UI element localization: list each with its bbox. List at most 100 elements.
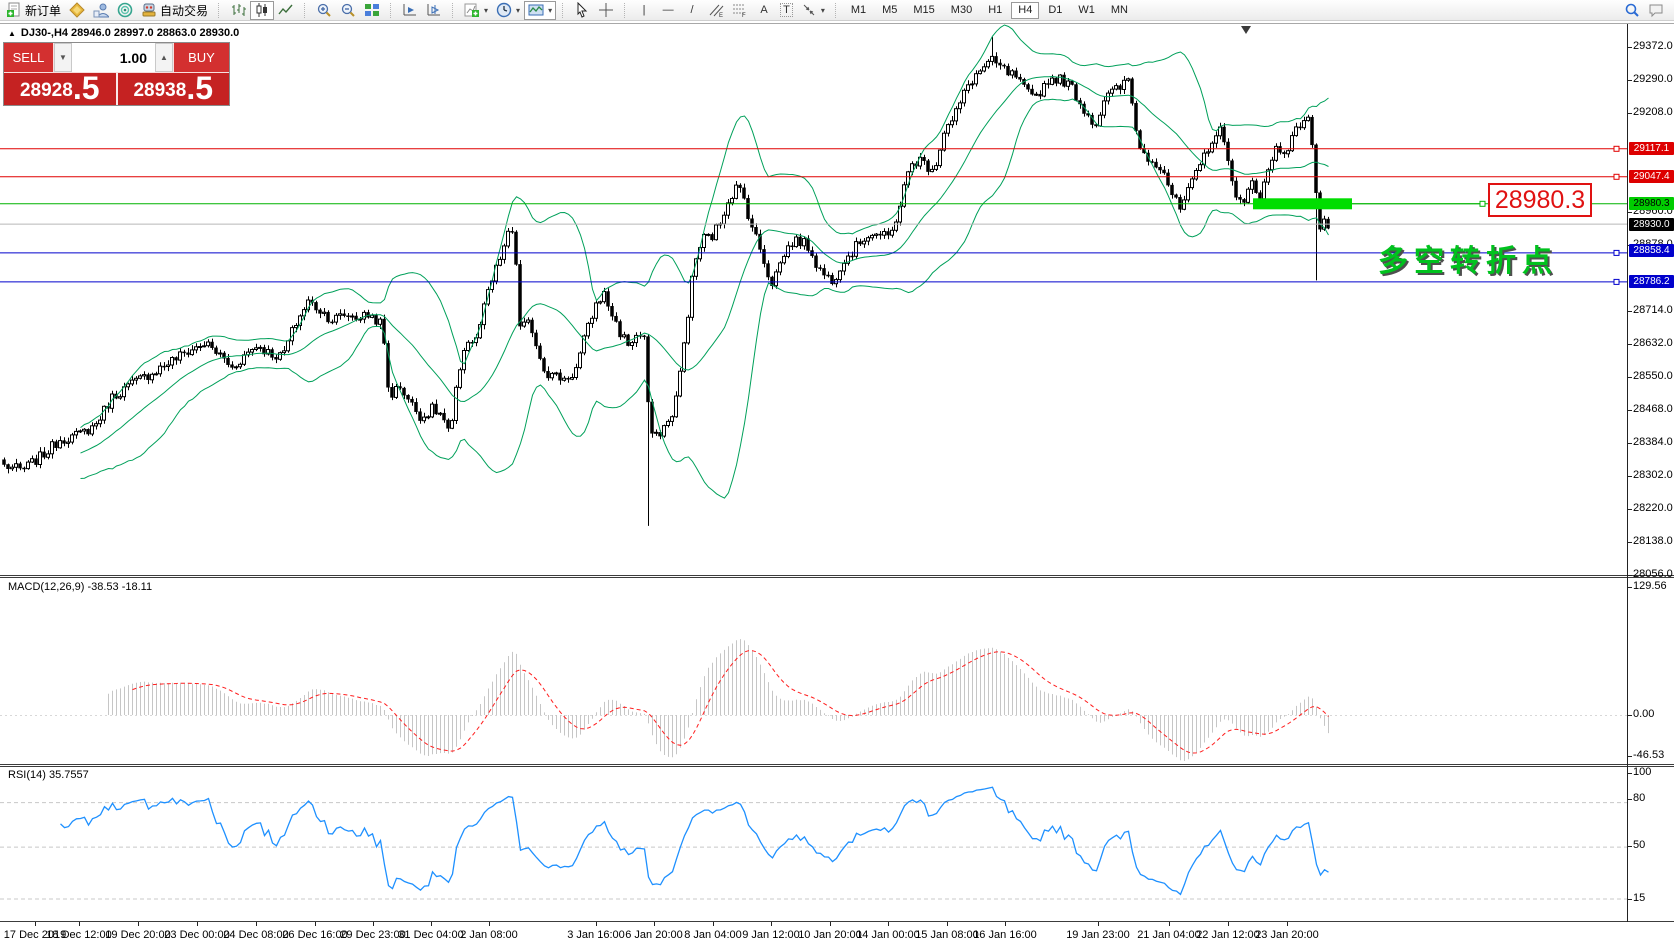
auto-trading-button[interactable]: 自动交易 [137, 1, 212, 20]
sell-price[interactable]: 28928 .5 [4, 69, 116, 106]
chart-symbol-title[interactable]: ▲ DJ30-,H4 28946.0 28997.0 28863.0 28930… [8, 27, 239, 39]
svg-text:F: F [742, 13, 746, 18]
text-button[interactable]: A [752, 1, 776, 20]
buy-price[interactable]: 28938 .5 [115, 69, 230, 106]
line-chart-button[interactable] [274, 1, 298, 20]
arrows-button[interactable]: ▾ [797, 1, 829, 20]
rsi-label: RSI(14) 35.7557 [8, 769, 89, 781]
time-axis-label: 19 Dec 20:00 [105, 929, 171, 941]
add-indicator-icon [464, 2, 480, 18]
timeframe-h4[interactable]: H4 [1011, 1, 1040, 19]
candlestick-chart-button[interactable] [250, 0, 275, 20]
sell-price-dec: .5 [72, 69, 100, 106]
zoom-out-button[interactable] [336, 1, 360, 20]
zoom-out-icon [340, 2, 356, 18]
dropdown-icon: ▾ [548, 5, 553, 15]
trendline-button[interactable]: / [680, 1, 704, 20]
sell-button[interactable]: SELL [4, 43, 54, 72]
objects-group: | — / E F A T ▾ [632, 0, 829, 20]
toolbar-separator [834, 2, 840, 18]
horizontal-line-icon: — [662, 4, 674, 16]
volume-input[interactable]: 1.00 [119, 49, 147, 66]
toolbar-separator [562, 2, 567, 18]
price-axis-tick-label: 28632.0 [1633, 337, 1673, 349]
time-axis-label: 23 Jan 20:00 [1255, 929, 1319, 941]
search-button[interactable] [1620, 1, 1644, 20]
signal-button[interactable] [113, 1, 137, 20]
rsi-axis-tick-label: 100 [1633, 766, 1652, 778]
crosshair-icon [598, 2, 614, 18]
volume-stepper: ▼ 1.00 ▲ [54, 43, 173, 72]
periods-button[interactable]: ▾ [492, 1, 524, 20]
toolbar-separator [452, 2, 457, 18]
cursor-group [570, 0, 618, 20]
tile-windows-button[interactable] [360, 1, 384, 20]
time-axis-label: 10 Jan 20:00 [798, 929, 862, 941]
timeframe-m5[interactable]: M5 [875, 2, 904, 19]
add-indicator-button[interactable]: ▾ [460, 1, 492, 20]
templates-button[interactable]: ▾ [524, 0, 557, 20]
main-toolbar: 新订单 自动交易 [0, 0, 1674, 21]
dropdown-icon: ▾ [820, 5, 825, 15]
timeframe-w1[interactable]: W1 [1071, 2, 1102, 19]
toolbar-separator [624, 2, 629, 18]
price-axis-tick-label: 28056.0 [1633, 568, 1673, 580]
zoom-in-icon [316, 2, 332, 18]
candles-layer [2, 36, 1330, 526]
profile-button[interactable] [89, 1, 113, 20]
auto-trading-label: 自动交易 [160, 3, 209, 18]
time-axis-label: 29 Dec 23:00 [340, 929, 406, 941]
price-callout-box[interactable]: 28980.3 [1488, 183, 1592, 217]
toolbar-separator [304, 2, 309, 18]
crosshair-button[interactable] [594, 1, 618, 20]
chart-shift-button[interactable] [422, 1, 446, 20]
buy-button[interactable]: BUY [173, 43, 229, 72]
favorites-button[interactable] [65, 1, 89, 20]
vertical-line-icon: | [642, 4, 646, 16]
timeframe-d1[interactable]: D1 [1041, 2, 1069, 19]
chat-button[interactable] [1644, 1, 1668, 20]
time-axis-label: 18 Dec 12:00 [46, 929, 112, 941]
price-line-label: 28858.4 [1629, 244, 1674, 257]
chart-title-text: DJ30-,H4 28946.0 28997.0 28863.0 28930.0 [20, 27, 240, 39]
bar-chart-button[interactable] [226, 1, 250, 20]
text-label-button[interactable]: T [776, 1, 797, 20]
timeframe-m30[interactable]: M30 [944, 2, 979, 19]
trade-panel-top-row: SELL ▼ 1.00 ▲ BUY [4, 43, 229, 73]
auto-scroll-button[interactable] [398, 1, 422, 20]
turning-point-annotation[interactable]: 多空转折点 [1378, 245, 1558, 278]
new-order-icon [6, 2, 22, 18]
vertical-line-button[interactable]: | [632, 1, 656, 20]
trade-panel-price-row: 28928 .5 28938 .5 [4, 69, 230, 106]
horizontal-line-button[interactable]: — [656, 1, 680, 20]
timeframe-m1[interactable]: M1 [844, 2, 873, 19]
timeframe-h1[interactable]: H1 [981, 2, 1009, 19]
price-axis-tick-label: 28550.0 [1633, 370, 1673, 382]
candlestick-chart-icon [254, 2, 270, 18]
chart-shift-marker[interactable] [1241, 26, 1251, 34]
volume-decrease-button[interactable]: ▼ [54, 43, 72, 72]
timeframe-mn[interactable]: MN [1104, 2, 1135, 19]
macd-axis-tick-label: 0.00 [1633, 708, 1655, 720]
time-axis-label: 2 Jan 08:00 [460, 929, 518, 941]
dropdown-icon: ▾ [484, 5, 489, 15]
time-axis-label: 19 Jan 23:00 [1066, 929, 1130, 941]
volume-increase-button[interactable]: ▲ [155, 43, 173, 72]
time-axis-label: 6 Jan 20:00 [625, 929, 683, 941]
cursor-button[interactable] [570, 1, 594, 20]
macd-signal-line [132, 650, 1329, 754]
highlight-zone[interactable] [1253, 198, 1352, 210]
trade-toolbar-group: 新订单 自动交易 [2, 0, 212, 20]
equidistant-channel-button[interactable]: E [704, 1, 728, 20]
timeframe-m15[interactable]: M15 [906, 2, 941, 19]
bollinger-bands [80, 24, 1329, 499]
price-line-label: 29117.1 [1629, 142, 1674, 155]
chat-icon [1648, 2, 1664, 18]
auto-trading-icon [141, 2, 157, 18]
zoom-in-button[interactable] [312, 1, 336, 20]
buy-price-dec: .5 [186, 69, 214, 106]
collapse-icon[interactable]: ▲ [8, 28, 16, 38]
new-order-button[interactable]: 新订单 [2, 1, 65, 20]
fibonacci-button[interactable]: F [728, 1, 752, 20]
